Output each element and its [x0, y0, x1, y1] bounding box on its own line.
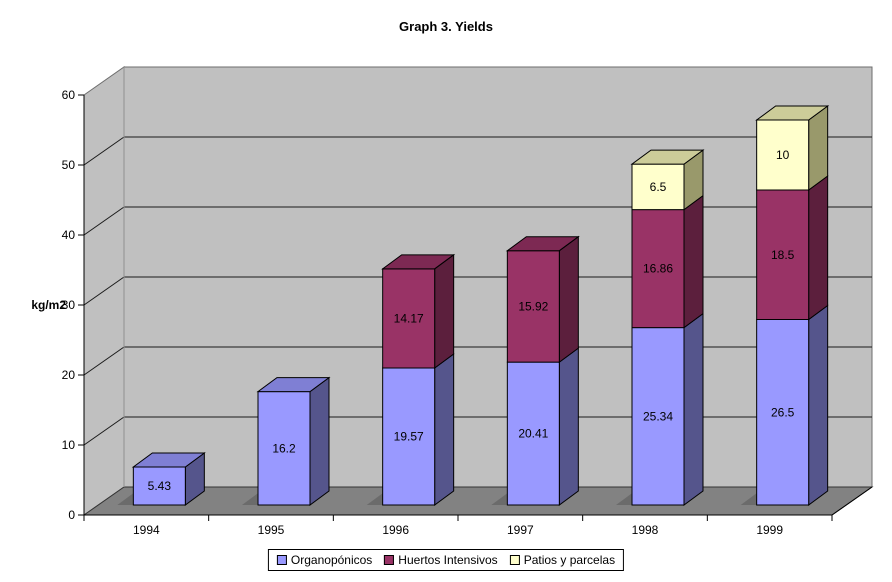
legend-label: Patios y parcelas — [523, 553, 616, 567]
bar-top-face — [755, 105, 830, 121]
x-axis-category-label: 1998 — [632, 523, 659, 537]
bar-data-label: 16.86 — [643, 262, 673, 276]
bar-segment-side — [434, 253, 455, 369]
gridline — [83, 346, 125, 376]
y-axis-tick-label: 10 — [62, 438, 76, 452]
bar-data-label: 10 — [776, 148, 790, 162]
y-axis-title: kg/m2 — [31, 298, 66, 312]
x-axis-category-label: 1995 — [258, 523, 285, 537]
bar-top-face — [630, 149, 705, 165]
gridline — [83, 416, 125, 446]
bar-top-face — [505, 236, 580, 252]
gridline — [83, 136, 125, 166]
bar-data-label: 25.34 — [643, 409, 673, 423]
bar-top-face — [256, 377, 331, 393]
bar-segment-side — [558, 347, 579, 506]
y-axis-tick-label: 0 — [68, 508, 75, 522]
bar-segment-side — [683, 194, 704, 329]
legend: Organopónicos Huertos Intensivos Patios y … — [267, 549, 625, 571]
x-axis-category-label: 1996 — [382, 523, 409, 537]
bar-data-label: 26.5 — [771, 405, 795, 419]
bar-data-label: 5.43 — [148, 479, 172, 493]
y-axis-tick-label: 40 — [62, 228, 76, 242]
legend-item: Patios y parcelas — [509, 553, 616, 567]
x-axis-line — [831, 486, 873, 516]
bar-segment-side — [808, 175, 829, 321]
legend-item: Organopónicos — [276, 553, 373, 567]
legend-swatch — [384, 555, 395, 565]
y-axis-tick-label: 60 — [62, 88, 76, 102]
bar-data-label: 15.92 — [518, 299, 548, 313]
bar-segment-side — [808, 105, 829, 191]
bar-data-label: 6.5 — [650, 180, 667, 194]
y-axis-tick-label: 30 — [62, 298, 76, 312]
chart-title: Graph 3. Yields — [399, 19, 493, 34]
bar-segment-side — [808, 304, 829, 506]
bar-data-label: 19.57 — [394, 430, 424, 444]
bar-top-face — [381, 254, 456, 270]
bar-top-face — [131, 452, 206, 468]
legend-item: Huertos Intensivos — [384, 553, 498, 567]
gridline — [83, 276, 125, 306]
x-axis-category-label: 1997 — [507, 523, 534, 537]
legend-label: Huertos Intensivos — [398, 553, 498, 567]
y-axis-tick-label: 50 — [62, 158, 76, 172]
bar-segment-side — [558, 235, 579, 364]
legend-swatch — [276, 555, 287, 565]
y-axis-tick-label: 20 — [62, 368, 76, 382]
bar-data-label: 18.5 — [771, 248, 795, 262]
legend-label: Organopónicos — [290, 553, 373, 567]
gridline — [83, 206, 125, 236]
bar-segment-side — [309, 376, 330, 506]
x-axis-category-label: 1999 — [756, 523, 783, 537]
bar-segment-side — [434, 353, 455, 506]
bar-data-label: 14.17 — [394, 311, 424, 325]
x-axis-category-label: 1994 — [133, 523, 160, 537]
bar-data-label: 20.41 — [518, 427, 548, 441]
bar-data-label: 16.2 — [272, 441, 296, 455]
bar-segment-side — [683, 312, 704, 506]
legend-swatch — [509, 555, 520, 565]
